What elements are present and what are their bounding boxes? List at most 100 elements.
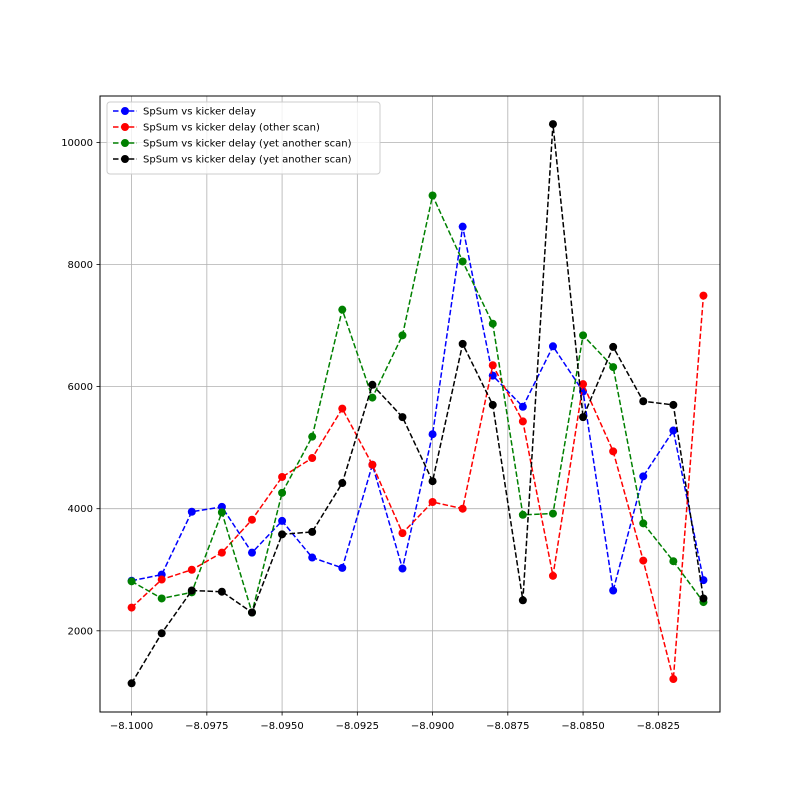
data-point	[247, 608, 256, 617]
data-point	[398, 564, 407, 573]
y-tick-label: 2000	[68, 626, 93, 637]
legend-label: SpSum vs kicker delay (yet another scan)	[143, 155, 352, 166]
data-point	[609, 363, 618, 372]
data-point	[398, 413, 407, 422]
data-point	[217, 508, 226, 517]
series-1	[127, 291, 708, 684]
data-point	[669, 675, 678, 684]
data-point	[639, 397, 648, 406]
data-point	[548, 342, 557, 351]
series-line	[130, 124, 705, 684]
data-point	[187, 565, 196, 574]
data-point	[398, 529, 407, 538]
x-tick-label: −8.0900	[411, 721, 454, 732]
data-point	[609, 342, 618, 351]
data-point	[127, 603, 136, 612]
data-point	[488, 400, 497, 409]
data-point	[699, 576, 708, 585]
data-point	[428, 191, 437, 200]
data-point	[548, 120, 557, 129]
data-point	[428, 477, 437, 486]
legend-item: SpSum vs kicker delay (yet another scan)	[113, 139, 352, 150]
data-point	[639, 519, 648, 528]
data-point	[458, 222, 467, 231]
y-tick-label: 4000	[68, 504, 93, 515]
legend-item: SpSum vs kicker delay	[113, 107, 256, 118]
data-point	[518, 596, 527, 605]
series-line	[131, 295, 705, 680]
data-point	[609, 586, 618, 595]
legend-item: SpSum vs kicker delay (yet another scan)	[113, 155, 352, 166]
legend-marker	[121, 139, 129, 147]
data-point	[278, 530, 287, 539]
data-point	[308, 527, 317, 536]
data-point	[278, 516, 287, 525]
data-point	[639, 472, 648, 481]
data-point	[518, 510, 527, 519]
data-point	[548, 571, 557, 580]
data-point	[187, 507, 196, 516]
data-point	[127, 577, 136, 586]
x-tick-label: −8.0825	[637, 721, 680, 732]
legend-label: SpSum vs kicker delay	[143, 107, 256, 118]
data-point	[308, 432, 317, 441]
data-point	[338, 563, 347, 572]
legend-marker	[121, 155, 129, 163]
data-point	[278, 488, 287, 497]
data-point	[217, 548, 226, 557]
data-point	[368, 380, 377, 389]
plot-area-background	[100, 96, 720, 712]
data-point	[458, 339, 467, 348]
y-tick-label: 6000	[68, 382, 93, 393]
series-line	[131, 193, 705, 616]
data-point	[428, 497, 437, 506]
data-point	[278, 472, 287, 481]
data-point	[518, 417, 527, 426]
x-tick-label: −8.0875	[486, 721, 529, 732]
axis-ticks: −8.1000 −8.0975 −8.0950 −8.0925 −8.0900 −8.08…	[61, 138, 680, 732]
data-point	[669, 557, 678, 566]
x-tick-label: −8.0950	[260, 721, 303, 732]
y-tick-label: 8000	[68, 260, 93, 271]
data-point	[579, 380, 588, 389]
legend-marker	[121, 107, 129, 115]
data-point	[458, 504, 467, 513]
x-tick-label: −8.0850	[561, 721, 604, 732]
data-point	[488, 319, 497, 328]
data-point	[338, 305, 347, 314]
data-point	[127, 679, 136, 688]
data-point	[368, 460, 377, 469]
data-point	[609, 447, 618, 456]
data-point	[247, 515, 256, 524]
data-point	[699, 291, 708, 300]
data-point	[669, 426, 678, 435]
data-point	[699, 594, 708, 603]
data-point	[187, 586, 196, 595]
data-point	[579, 331, 588, 340]
data-point	[368, 393, 377, 402]
data-point	[217, 587, 226, 596]
data-point	[157, 594, 166, 603]
data-point	[398, 331, 407, 340]
data-point	[308, 454, 317, 463]
data-point	[217, 502, 226, 511]
data-point	[488, 361, 497, 370]
x-tick-label: −8.0975	[185, 721, 228, 732]
data-point	[579, 413, 588, 422]
series-line	[131, 226, 705, 591]
legend: SpSum vs kicker delay SpSum vs kicker del…	[106, 101, 381, 175]
x-tick-label: −8.1000	[110, 721, 153, 732]
data-point	[157, 629, 166, 638]
legend-marker	[121, 123, 129, 131]
legend-label: SpSum vs kicker delay (yet another scan)	[143, 139, 352, 150]
data-point	[338, 479, 347, 488]
y-tick-label: 10000	[61, 138, 93, 149]
legend-box	[106, 101, 381, 175]
legend-label: SpSum vs kicker delay (other scan)	[143, 123, 320, 134]
x-tick-label: −8.0925	[336, 721, 379, 732]
series-3	[127, 120, 708, 688]
data-point	[338, 404, 347, 413]
data-point	[458, 257, 467, 266]
data-point	[518, 402, 527, 411]
data-point	[548, 509, 557, 518]
